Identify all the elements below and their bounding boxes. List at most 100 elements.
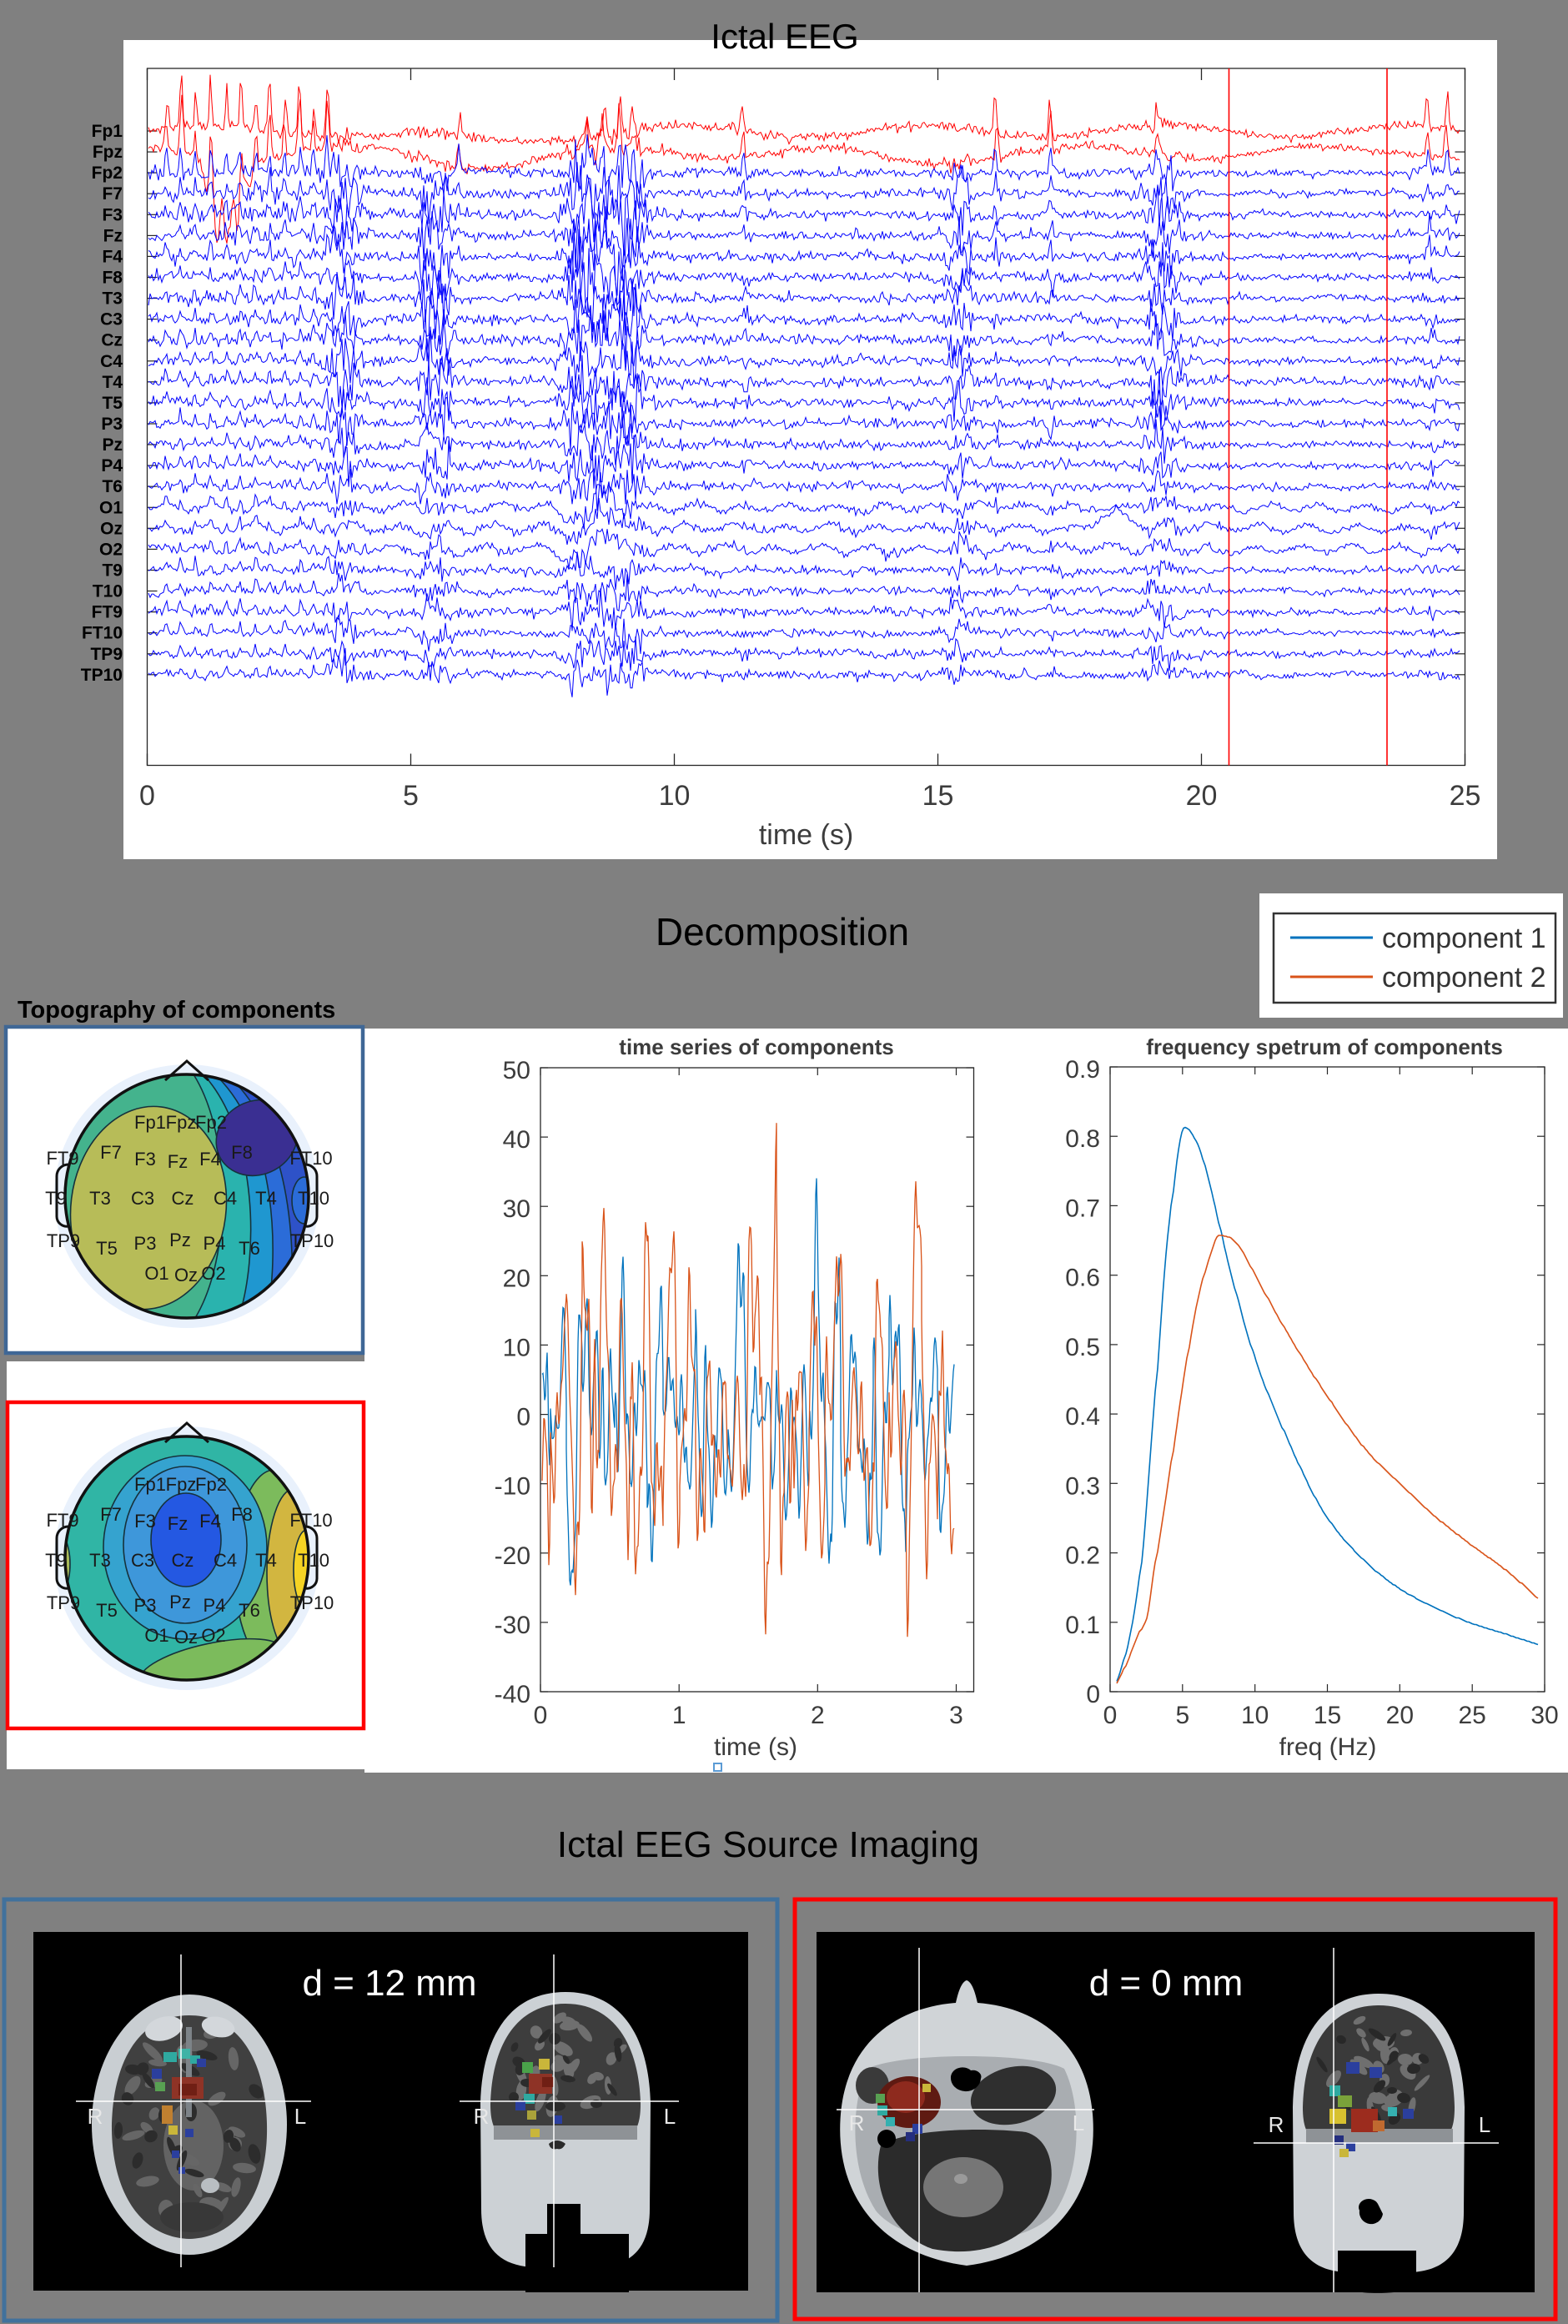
svg-text:O2: O2 — [201, 1625, 225, 1646]
svg-text:T5: T5 — [96, 1600, 118, 1621]
svg-text:O1: O1 — [144, 1625, 168, 1646]
svg-text:T10: T10 — [298, 1550, 329, 1571]
svg-text:d = 0 mm: d = 0 mm — [1089, 1963, 1244, 2004]
svg-text:C4: C4 — [100, 352, 123, 371]
svg-text:C3: C3 — [131, 1550, 154, 1571]
svg-text:0.9: 0.9 — [1065, 1056, 1100, 1084]
svg-text:FT10: FT10 — [289, 1510, 332, 1531]
svg-text:Fp1: Fp1 — [134, 1474, 166, 1495]
svg-text:L: L — [664, 2104, 676, 2129]
svg-text:25: 25 — [1458, 1702, 1485, 1729]
svg-text:R: R — [1269, 2112, 1284, 2137]
svg-text:d = 12 mm: d = 12 mm — [302, 1963, 476, 2004]
svg-text:T10: T10 — [298, 1188, 329, 1209]
svg-text:Oz: Oz — [174, 1265, 198, 1285]
svg-text:T6: T6 — [102, 477, 123, 496]
svg-text:T4: T4 — [255, 1550, 277, 1571]
svg-text:T3: T3 — [89, 1550, 111, 1571]
svg-text:Fpz: Fpz — [166, 1474, 197, 1495]
svg-text:-40: -40 — [495, 1681, 530, 1708]
svg-text:TP10: TP10 — [290, 1230, 334, 1251]
svg-text:25: 25 — [1450, 780, 1481, 812]
svg-text:Ictal EEG Source Imaging: Ictal EEG Source Imaging — [557, 1824, 979, 1865]
svg-text:Fpz: Fpz — [166, 1112, 197, 1133]
svg-text:P4: P4 — [204, 1595, 226, 1616]
svg-text:F3: F3 — [102, 205, 123, 224]
svg-text:-30: -30 — [495, 1612, 530, 1639]
svg-text:FT9: FT9 — [92, 603, 123, 622]
svg-text:C3: C3 — [131, 1188, 154, 1209]
svg-text:Fp2: Fp2 — [195, 1474, 227, 1495]
svg-text:FT9: FT9 — [46, 1510, 78, 1531]
svg-text:TP10: TP10 — [290, 1592, 334, 1613]
svg-text:Cz: Cz — [101, 331, 123, 350]
svg-text:time (s): time (s) — [714, 1733, 797, 1761]
svg-text:-20: -20 — [495, 1542, 530, 1570]
svg-text:0: 0 — [1103, 1702, 1118, 1729]
svg-text:F7: F7 — [102, 184, 123, 204]
svg-text:Pz: Pz — [102, 435, 123, 455]
svg-text:P4: P4 — [101, 456, 123, 475]
svg-text:P4: P4 — [204, 1233, 226, 1254]
svg-text:Fz: Fz — [168, 1151, 188, 1172]
svg-text:O1: O1 — [99, 498, 123, 517]
svg-text:O1: O1 — [144, 1263, 168, 1284]
svg-text:1: 1 — [672, 1702, 686, 1729]
svg-text:Topography of components: Topography of components — [18, 997, 335, 1024]
svg-text:Decomposition: Decomposition — [656, 910, 909, 953]
svg-text:F7: F7 — [100, 1142, 122, 1163]
svg-text:L: L — [1479, 2112, 1490, 2137]
svg-text:Cz: Cz — [172, 1550, 194, 1571]
svg-text:F4: F4 — [199, 1149, 221, 1170]
svg-text:Fp2: Fp2 — [195, 1112, 227, 1133]
svg-text:0.8: 0.8 — [1065, 1125, 1100, 1153]
svg-text:time series of components: time series of components — [619, 1034, 893, 1059]
svg-text:5: 5 — [1175, 1702, 1189, 1729]
svg-text:10: 10 — [503, 1334, 530, 1361]
svg-text:0.1: 0.1 — [1065, 1612, 1100, 1639]
svg-text:F3: F3 — [134, 1149, 156, 1170]
svg-text:T5: T5 — [96, 1238, 118, 1259]
svg-text:TP10: TP10 — [81, 666, 123, 685]
svg-text:time (s): time (s) — [759, 819, 853, 851]
svg-text:O2: O2 — [99, 540, 123, 559]
svg-text:0.6: 0.6 — [1065, 1265, 1100, 1292]
svg-text:TP9: TP9 — [47, 1230, 80, 1251]
svg-text:Oz: Oz — [100, 519, 123, 538]
svg-text:0: 0 — [534, 1702, 548, 1729]
svg-text:0.3: 0.3 — [1065, 1472, 1100, 1500]
svg-text:30: 30 — [503, 1195, 530, 1223]
svg-text:0.7: 0.7 — [1065, 1195, 1100, 1222]
svg-text:0.2: 0.2 — [1065, 1542, 1100, 1570]
svg-text:C3: C3 — [100, 310, 123, 329]
svg-text:O2: O2 — [201, 1263, 225, 1284]
svg-text:FT10: FT10 — [82, 624, 123, 643]
svg-text:Oz: Oz — [174, 1627, 198, 1647]
svg-text:T10: T10 — [93, 582, 123, 601]
svg-text:0: 0 — [1086, 1681, 1100, 1708]
svg-text:0.4: 0.4 — [1065, 1403, 1100, 1431]
svg-text:FT10: FT10 — [289, 1148, 332, 1169]
svg-text:T9: T9 — [45, 1550, 67, 1571]
svg-text:20: 20 — [1386, 1702, 1414, 1729]
svg-text:Fp1: Fp1 — [92, 122, 123, 141]
svg-text:T4: T4 — [255, 1188, 277, 1209]
svg-text:C4: C4 — [214, 1188, 237, 1209]
svg-text:freq (Hz): freq (Hz) — [1279, 1733, 1377, 1761]
svg-text:T6: T6 — [239, 1600, 260, 1621]
svg-text:0: 0 — [139, 780, 155, 812]
svg-text:R: R — [88, 2104, 103, 2129]
svg-text:40: 40 — [503, 1126, 530, 1154]
svg-text:Pz: Pz — [169, 1592, 191, 1612]
svg-text:2: 2 — [811, 1702, 825, 1729]
svg-text:P3: P3 — [134, 1233, 157, 1254]
svg-text:15: 15 — [1314, 1702, 1341, 1729]
svg-text:Fp2: Fp2 — [92, 163, 123, 183]
svg-text:0.5: 0.5 — [1065, 1334, 1100, 1361]
svg-text:Ictal EEG: Ictal EEG — [711, 17, 858, 56]
svg-text:F8: F8 — [102, 268, 123, 287]
svg-text:20: 20 — [1186, 780, 1218, 812]
svg-text:10: 10 — [659, 780, 691, 812]
svg-text:0: 0 — [516, 1404, 530, 1431]
svg-text:-10: -10 — [495, 1473, 530, 1501]
